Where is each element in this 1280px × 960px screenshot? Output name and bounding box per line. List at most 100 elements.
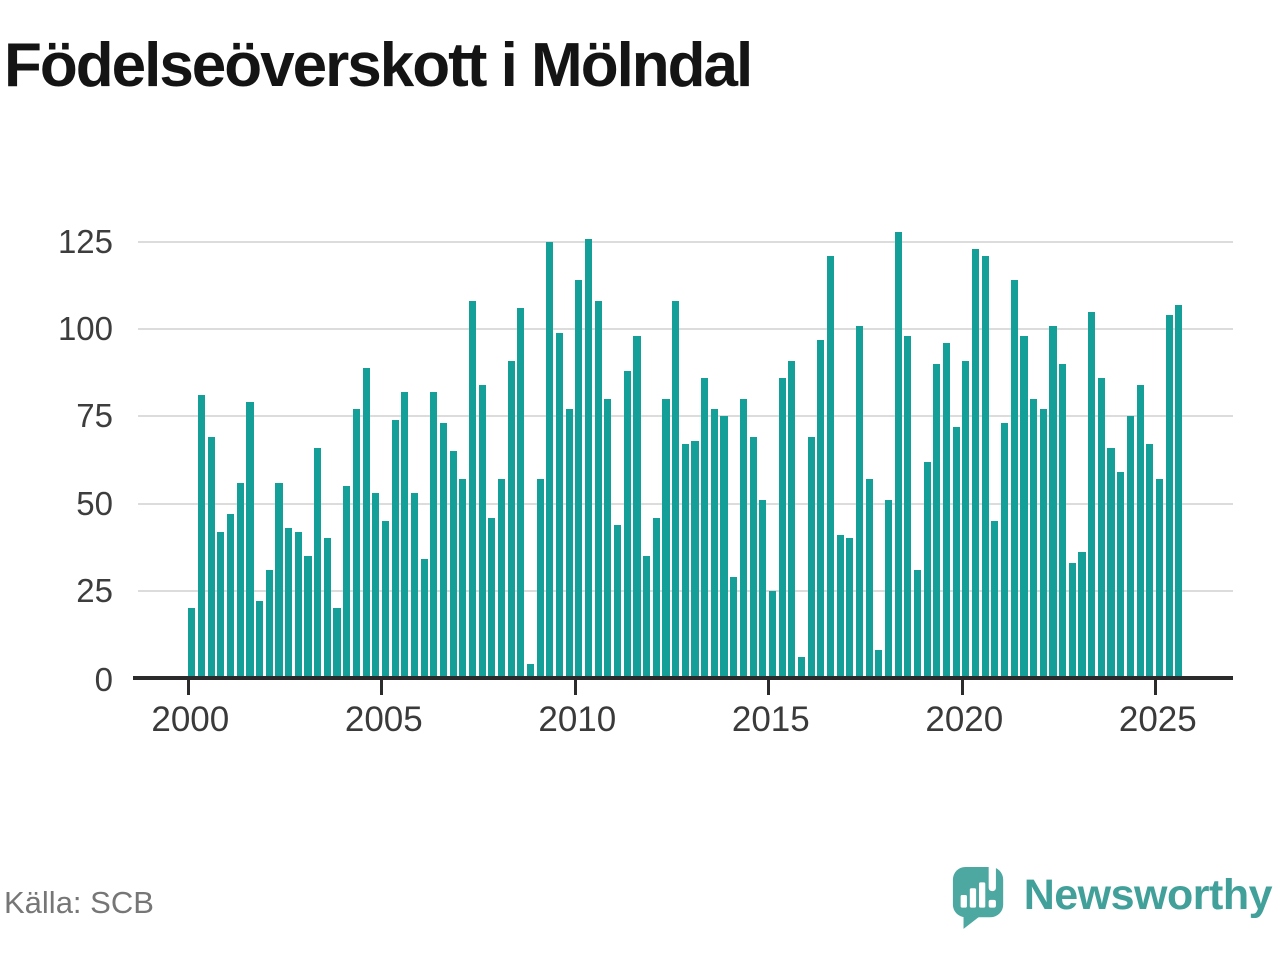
bar-2001-q4 [256,601,264,678]
bar-2005-q4 [410,493,418,678]
bar-2013-q1 [691,441,699,678]
bar-2024-q4 [1146,444,1154,678]
bar-2020-q3 [981,256,989,678]
bar-2019-q2 [933,364,941,678]
bar-2004-q2 [352,409,360,678]
bar-2014-q4 [759,500,767,678]
bar-2025-q1 [1155,479,1163,678]
bar-2013-q4 [720,416,728,678]
x-tick-2000 [186,680,190,695]
bar-2002-q4 [294,532,302,678]
bar-2008-q1 [497,479,506,678]
bar-2021-q3 [1020,336,1028,678]
bar-2014-q2 [739,399,747,678]
bar-2007-q3 [478,385,486,678]
bar-2007-q1 [459,479,467,678]
x-axis-label-2015: 2015 [731,700,810,739]
x-axis-line [133,676,1233,680]
bar-2006-q1 [420,559,428,678]
bar-2010-q2 [585,239,593,678]
bar-2023-q3 [1097,378,1105,678]
y-axis-label-75: 75 [76,397,113,435]
bar-2022-q1 [1039,409,1047,678]
x-axis-label-2005: 2005 [344,700,423,739]
gridline-100 [138,328,1233,331]
bar-2003-q3 [323,538,331,678]
bar-2000-q2 [198,395,206,678]
bar-2004-q3 [362,368,370,678]
bar-2002-q3 [285,528,293,678]
bar-2017-q1 [846,538,854,678]
bar-2004-q1 [343,486,351,678]
bar-2010-q1 [575,280,583,678]
bar-2008-q2 [507,361,515,678]
x-axis-label-2020: 2020 [925,700,1004,739]
bar-2005-q3 [401,392,409,678]
bar-2002-q2 [275,483,283,678]
bar-2003-q1 [304,556,312,678]
x-tick-2010 [573,680,577,695]
bar-2000-q3 [207,437,215,678]
bar-2011-q1 [614,525,622,678]
bar-2019-q1 [923,462,931,678]
bar-2001-q2 [236,483,244,678]
y-axis-label-50: 50 [76,484,113,522]
bar-2019-q3 [943,343,951,678]
bar-2006-q3 [439,423,448,678]
x-axis-label-2025: 2025 [1118,700,1197,739]
bar-2016-q4 [836,535,844,678]
newsworthy-bubble-icon [952,862,1003,929]
bar-2023-q4 [1107,448,1115,678]
bar-2012-q2 [662,399,670,678]
bar-2000-q1 [188,608,196,678]
bar-2021-q2 [1010,280,1018,678]
bar-2019-q4 [952,427,960,678]
bar-2002-q1 [265,570,273,678]
bar-2015-q2 [778,378,786,678]
bar-2011-q2 [623,371,631,678]
bar-2012-q4 [681,444,689,678]
bar-2024-q3 [1136,385,1144,678]
bar-2018-q4 [913,570,922,678]
bar-2016-q2 [817,340,825,678]
bar-2022-q3 [1059,364,1067,678]
bar-2023-q2 [1088,312,1096,678]
bar-2004-q4 [372,493,380,678]
bar-2003-q4 [333,608,341,678]
bar-2005-q1 [381,521,389,678]
bar-2012-q3 [672,301,680,678]
y-axis-label-125: 125 [57,223,113,260]
bar-2009-q3 [556,333,564,678]
bar-2018-q2 [894,232,902,678]
bar-2005-q2 [391,420,399,678]
bar-2007-q2 [468,301,477,678]
x-axis-label-2010: 2010 [538,700,617,739]
bar-2022-q2 [1049,326,1057,678]
bar-2015-q1 [768,591,776,678]
bar-2014-q3 [749,437,757,678]
bar-2012-q1 [652,518,660,678]
bar-2006-q4 [449,451,457,678]
newsworthy-logo: Newsworthy [950,860,1273,930]
bar-2010-q4 [604,399,612,678]
bar-2010-q3 [594,301,602,678]
bar-2001-q3 [246,402,254,678]
bar-2015-q4 [797,657,805,678]
bar-2024-q1 [1117,472,1125,678]
bar-2013-q3 [710,409,718,678]
x-tick-2005 [380,680,384,695]
x-tick-2025 [1154,680,1158,695]
bar-2016-q3 [826,256,835,678]
bar-2011-q4 [643,556,651,678]
bar-2013-q2 [701,378,709,678]
bar-2014-q1 [730,577,738,678]
x-tick-2015 [767,680,771,695]
newsworthy-logo-text: Newsworthy [1023,870,1273,919]
bar-2015-q3 [788,361,796,678]
bar-2018-q1 [884,500,893,678]
bar-2018-q3 [904,336,912,678]
bar-2017-q3 [865,479,873,678]
bar-2023-q1 [1078,552,1086,678]
